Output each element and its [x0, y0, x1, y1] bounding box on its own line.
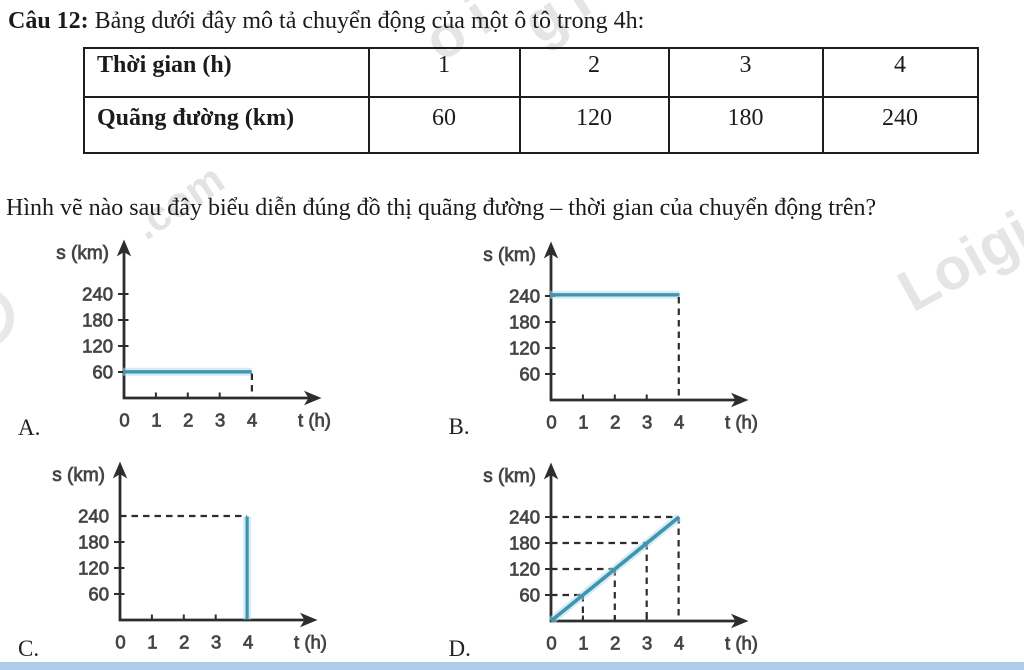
svg-text:2: 2	[610, 412, 620, 433]
svg-text:3: 3	[642, 632, 652, 653]
svg-text:0: 0	[115, 632, 125, 653]
svg-text:0: 0	[119, 409, 129, 430]
svg-text:180: 180	[509, 312, 540, 333]
svg-text:0: 0	[546, 632, 556, 653]
svg-text:2: 2	[610, 632, 620, 653]
svg-text:t (h): t (h)	[294, 632, 327, 653]
svg-text:1: 1	[578, 412, 588, 433]
svg-text:240: 240	[509, 506, 540, 527]
svg-text:4: 4	[674, 412, 684, 433]
svg-text:t (h): t (h)	[725, 632, 758, 653]
svg-text:60: 60	[92, 361, 113, 382]
svg-text:180: 180	[82, 309, 113, 330]
svg-text:120: 120	[509, 338, 540, 359]
svg-text:1: 1	[578, 632, 588, 653]
svg-text:Loigia: Loigia	[887, 182, 1024, 325]
svg-text:180: 180	[78, 532, 109, 553]
svg-text:3: 3	[211, 632, 221, 653]
svg-text:120: 120	[509, 558, 540, 579]
svg-text:60: 60	[519, 584, 540, 605]
svg-text:2: 2	[179, 632, 189, 653]
svg-text:1: 1	[147, 632, 157, 653]
svg-text:240: 240	[509, 286, 540, 307]
svg-text:3: 3	[642, 412, 652, 433]
svg-text:s (km): s (km)	[483, 466, 536, 487]
svg-text:t (h): t (h)	[298, 409, 331, 430]
svg-text:240: 240	[78, 506, 109, 527]
svg-text:t (h): t (h)	[725, 412, 758, 433]
svg-text:4: 4	[247, 409, 257, 430]
svg-text:s (km): s (km)	[483, 245, 536, 266]
svg-text:0: 0	[546, 412, 556, 433]
svg-text:3: 3	[215, 409, 225, 430]
svg-text:2: 2	[183, 409, 193, 430]
svg-text:4: 4	[673, 632, 683, 653]
svg-text:120: 120	[78, 558, 109, 579]
svg-text:s (km): s (km)	[52, 465, 105, 486]
svg-text:s (km): s (km)	[56, 243, 109, 264]
svg-text:180: 180	[509, 532, 540, 553]
svg-text:240: 240	[82, 283, 113, 304]
svg-text:4: 4	[243, 632, 253, 653]
svg-text:60: 60	[519, 364, 540, 385]
svg-text:1: 1	[151, 409, 161, 430]
svg-text:120: 120	[82, 335, 113, 356]
svg-text:60: 60	[88, 584, 109, 605]
